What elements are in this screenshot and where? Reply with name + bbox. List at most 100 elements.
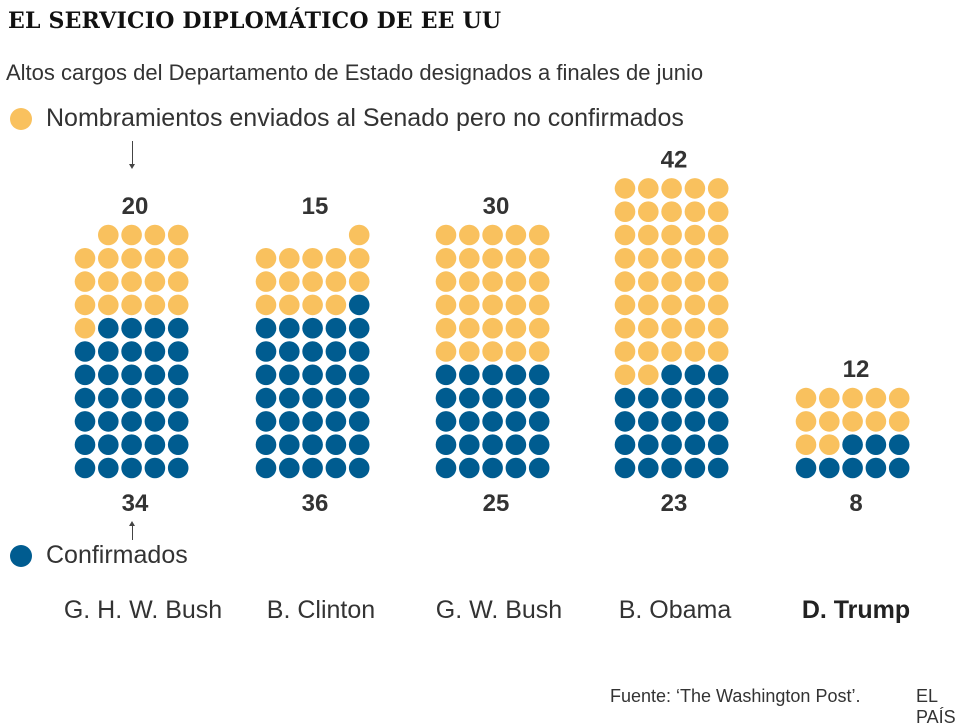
president-label-1: B. Clinton [266, 596, 376, 624]
confirmed-dot [279, 411, 300, 432]
confirmed-dot [888, 434, 910, 456]
confirmed-dot [661, 434, 682, 456]
pending-dot [505, 294, 527, 316]
pending-dot [167, 224, 189, 246]
pending-dot [348, 224, 370, 246]
confirmed-dot [255, 411, 277, 432]
pending-dot [707, 224, 729, 246]
confirmed-dot [505, 434, 527, 456]
confirmed-dot [614, 411, 636, 432]
legend-pending-label: Nombramientos enviados al Senado pero no… [46, 104, 684, 132]
pending-value-label: 42 [661, 146, 688, 173]
confirmed-dot [482, 434, 503, 456]
pending-dot [279, 294, 300, 316]
confirmed-dot [255, 341, 277, 362]
confirmed-value-label: 8 [849, 490, 862, 517]
confirmed-dot [144, 411, 166, 432]
pending-dot [325, 294, 347, 316]
pending-dot [121, 247, 142, 269]
confirmed-dot [325, 434, 347, 456]
pending-dot [842, 387, 863, 409]
pending-dot [707, 317, 729, 339]
pending-dot [98, 271, 119, 292]
pending-dot [74, 247, 96, 269]
pending-dot [528, 341, 550, 362]
confirmed-dot [279, 317, 300, 339]
pending-dot [459, 271, 480, 292]
confirmed-dot [707, 457, 729, 479]
pending-dot [121, 271, 142, 292]
waffle-chart: 20 34 15 36 30 25 42 23 12 8 [74, 146, 910, 517]
confirmed-dot [255, 364, 277, 386]
pending-dot [435, 247, 457, 269]
pending-dot [661, 201, 682, 222]
legend-pending: Nombramientos enviados al Senado pero no… [10, 104, 684, 133]
confirmed-dot [144, 387, 166, 409]
confirmed-dot [505, 364, 527, 386]
pending-dot [614, 271, 636, 292]
confirmed-dot [348, 434, 370, 456]
confirmed-dot [167, 317, 189, 339]
pending-dot [795, 434, 817, 456]
confirmed-dot [795, 457, 817, 479]
pending-dot [144, 271, 166, 292]
pending-dot [255, 271, 277, 292]
pending-dot [661, 294, 682, 316]
confirmed-value-label: 25 [483, 490, 510, 517]
arrow-up-icon [129, 521, 135, 540]
pending-dot [638, 247, 659, 269]
confirmed-dot [121, 457, 142, 479]
pending-dot [482, 271, 503, 292]
confirmed-dot [505, 457, 527, 479]
pending-dot [302, 271, 323, 292]
pending-dot [528, 294, 550, 316]
confirmed-dot [255, 457, 277, 479]
confirmed-dot [505, 411, 527, 432]
pending-dot [302, 294, 323, 316]
confirmed-dot [74, 341, 96, 362]
confirmed-dot [325, 387, 347, 409]
pending-dot [614, 294, 636, 316]
pending-dot [459, 317, 480, 339]
confirmed-value-label: 34 [122, 490, 149, 517]
confirmed-dot [121, 317, 142, 339]
confirmed-dot [865, 457, 887, 479]
pending-dot [638, 294, 659, 316]
pending-value-label: 15 [302, 193, 329, 220]
confirmed-dot [255, 387, 277, 409]
pending-dot [435, 294, 457, 316]
confirmed-dot [865, 434, 887, 456]
brand-logo-text: EL PAÍS [916, 686, 956, 727]
pending-dot [74, 294, 96, 316]
confirmed-value-label: 36 [302, 490, 329, 517]
confirmed-dot [661, 364, 682, 386]
confirmed-dot [638, 411, 659, 432]
confirmed-dot [325, 364, 347, 386]
confirmed-dot [325, 341, 347, 362]
pending-dot [638, 317, 659, 339]
confirmed-dot [74, 457, 96, 479]
confirmed-dot [325, 317, 347, 339]
confirmed-dot [121, 411, 142, 432]
confirmed-dot [459, 411, 480, 432]
pending-dot [459, 247, 480, 269]
confirmed-dot [121, 341, 142, 362]
confirmed-dot [435, 387, 457, 409]
confirmed-dot [528, 457, 550, 479]
pending-dot [505, 247, 527, 269]
pending-dot [98, 224, 119, 246]
pending-dot [482, 294, 503, 316]
arrow-down-icon [129, 141, 135, 169]
pending-dot [638, 341, 659, 362]
confirmed-dot [435, 457, 457, 479]
confirmed-dot [684, 411, 706, 432]
confirmed-dot [167, 411, 189, 432]
pending-dot [74, 317, 96, 339]
confirmed-dot [661, 457, 682, 479]
confirmed-dot [842, 457, 863, 479]
confirmed-dot [707, 434, 729, 456]
confirmed-dot [684, 457, 706, 479]
pending-dot [614, 247, 636, 269]
pending-dot [614, 224, 636, 246]
pending-dot [888, 411, 910, 432]
